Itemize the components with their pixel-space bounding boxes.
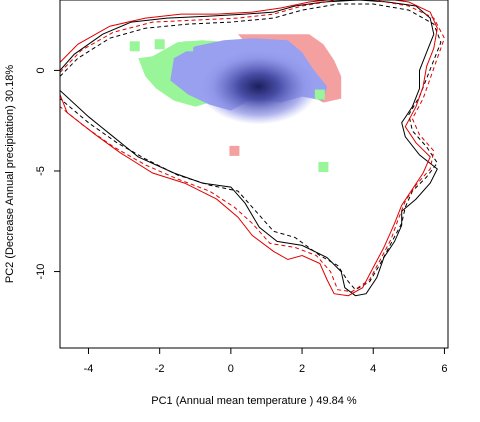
x-tick-label: -4: [84, 363, 94, 375]
y-axis: 0 -5 -10: [35, 67, 61, 280]
density-cell: [129, 41, 140, 52]
x-tick-label: -2: [155, 363, 165, 375]
y-tick-label: -5: [35, 166, 47, 176]
density-core: [198, 48, 319, 125]
contour-line-2: [60, 3, 442, 291]
x-tick-label: 2: [299, 363, 305, 375]
x-axis-title: PC1 (Annual mean temperature ) 49.84 %: [151, 395, 357, 407]
y-axis-title: PC2 (Decrease Annual precipitation) 30.1…: [4, 65, 16, 284]
contour-line-3: [60, 0, 438, 297]
y-tick-label: -10: [35, 264, 47, 280]
density-cell: [314, 89, 325, 100]
contour-line-1: [60, 0, 438, 297]
density-cell: [183, 41, 194, 52]
x-tick-label: 0: [228, 363, 234, 375]
x-axis: -4 -2 0 2 4 6: [84, 347, 448, 375]
contour-line-layer: [60, 0, 445, 297]
density-cell: [318, 161, 329, 172]
density-fill-layer: [129, 34, 342, 172]
density-cell: [154, 39, 165, 50]
density-cell: [229, 145, 240, 156]
y-tick-label: 0: [35, 67, 47, 73]
x-tick-label: 6: [441, 363, 447, 375]
x-tick-label: 4: [370, 363, 376, 375]
